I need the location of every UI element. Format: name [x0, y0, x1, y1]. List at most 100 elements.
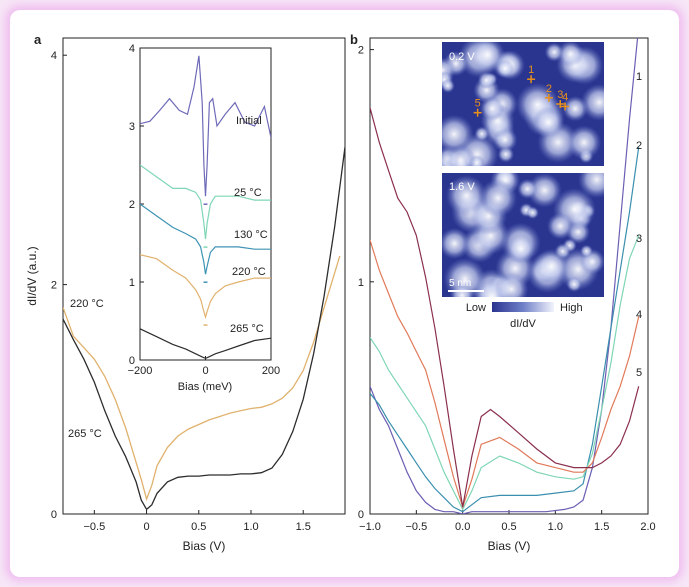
y-tick-label: 0 [358, 509, 364, 521]
map-texture-blob [533, 248, 570, 284]
x-tick-label: −0.5 [405, 521, 427, 533]
x-tick-label: 0.0 [455, 521, 470, 533]
x-tick-label: 0 [143, 521, 149, 533]
inset-label-3: 130 °C [234, 229, 268, 241]
map-texture-blob [442, 78, 455, 93]
x-tick-label: 1.0 [243, 521, 258, 533]
inset-label-1: Initial [236, 115, 262, 127]
map-texture-blob [479, 179, 518, 218]
panel-b-lines [370, 38, 640, 514]
y-tick-label: 2 [51, 280, 57, 292]
map-marker-label: 2 [546, 83, 552, 95]
map-texture-blob [474, 126, 490, 142]
map-texture-blob [479, 96, 505, 121]
map-marker-label: 3 [557, 89, 563, 101]
scalebar-label: 5 nm [449, 278, 471, 289]
panel-b-yticks: 0 1 2 [358, 45, 374, 521]
panel-b-label-5: 5 [636, 367, 642, 379]
map-texture-blob [496, 59, 515, 78]
map-texture-blob [580, 244, 593, 258]
x-tick-label: 0 [202, 365, 208, 377]
map-texture-blob [566, 276, 582, 292]
panel-a-label-220: 220 °C [70, 298, 104, 310]
y-tick-label: 1 [358, 277, 364, 289]
y-tick-label: 4 [51, 50, 57, 62]
y-tick-label: 1 [129, 277, 135, 289]
panel-b-series-labels: 1 2 3 4 5 [636, 71, 642, 379]
series-line-4 [370, 239, 640, 509]
series-line-5 [370, 107, 640, 508]
map-texture-blob [494, 272, 529, 297]
inset-label-2: 25 °C [234, 187, 262, 199]
panel-a-ylabel: dI/dV (a.u.) [25, 246, 39, 305]
y-tick-label: 2 [129, 199, 135, 211]
inset-yticks: 0 1 2 3 4 [129, 43, 144, 367]
inset-lines [140, 55, 271, 360]
map-texture-blob [532, 106, 565, 139]
colorbar [492, 302, 554, 312]
map-marker-label: 4 [562, 91, 568, 103]
map-texture-blob [442, 114, 474, 154]
map-texture-blob [527, 173, 562, 208]
inset-xlabel: Bias (meV) [178, 381, 232, 393]
panel-a-xlabel: Bias (V) [183, 539, 226, 553]
map-texture-blob [506, 234, 536, 264]
colorbar-high-label: High [560, 302, 583, 314]
inset-series-labels: Initial 25 °C 130 °C 220 °C 265 °C [203, 115, 268, 335]
panel-b-label-2: 2 [636, 140, 642, 152]
map1-label: 0.2 V [449, 51, 475, 63]
panel-b-xlabel: Bias (V) [488, 539, 531, 553]
x-tick-label: 200 [262, 365, 280, 377]
map2-label: 1.6 V [449, 181, 475, 193]
x-tick-label: −0.5 [83, 521, 105, 533]
y-tick-label: 0 [51, 509, 57, 521]
map-texture-blob [517, 178, 538, 199]
map-texture-blob [566, 125, 602, 160]
panel-a-label-265: 265 °C [68, 428, 102, 440]
panel-b-letter: b [350, 32, 358, 47]
panel-a-axes-box [62, 37, 346, 515]
y-tick-label: 0 [129, 355, 135, 367]
map-marker-label: 5 [475, 98, 481, 110]
inset-xticks: −200 0 200 [128, 356, 280, 377]
panel-b-label-3: 3 [636, 233, 642, 245]
map-texture-blob [546, 212, 574, 240]
series-line-1 [63, 255, 341, 502]
x-tick-label: 1.0 [548, 521, 563, 533]
panel-a-xticks: −0.5 0 0.5 1.0 1.5 [83, 510, 311, 533]
x-tick-label: 0.5 [501, 521, 516, 533]
panel-b-xticks: −1.0 −0.5 0.0 0.5 1.0 1.5 2.0 [359, 510, 656, 533]
y-tick-label: 4 [129, 43, 135, 55]
x-tick-label: −1.0 [359, 521, 381, 533]
colorbar-low-label: Low [466, 302, 486, 314]
panel-a-letter: a [34, 32, 42, 47]
series-line-4 [140, 254, 271, 320]
colorbar-label: dI/dV [510, 318, 536, 330]
x-tick-label: 1.5 [296, 521, 311, 533]
x-tick-label: 2.0 [640, 521, 655, 533]
stm-map-2: 1.6 V 5 nm [442, 173, 604, 297]
panel-a-lines [63, 146, 345, 511]
series-line-1 [140, 55, 271, 197]
inset-label-5: 265 °C [230, 323, 264, 335]
series-line-2 [370, 147, 640, 513]
x-tick-label: −200 [128, 365, 153, 377]
series-line-2 [63, 146, 345, 511]
map-texture-blob [580, 83, 604, 121]
series-line-3 [370, 235, 640, 511]
y-tick-label: 3 [129, 121, 135, 133]
map-texture-blob [445, 144, 476, 166]
panel-b-label-1: 1 [636, 71, 642, 83]
series-line-2 [140, 164, 271, 240]
inset-label-4: 220 °C [232, 266, 266, 278]
x-tick-label: 1.5 [594, 521, 609, 533]
series-line-3 [140, 203, 271, 275]
x-tick-label: 0.5 [191, 521, 206, 533]
map-texture-blob [557, 42, 584, 67]
map-texture-blob [477, 71, 495, 89]
map-texture-blob [526, 206, 539, 220]
map-marker-label: 1 [528, 64, 534, 76]
